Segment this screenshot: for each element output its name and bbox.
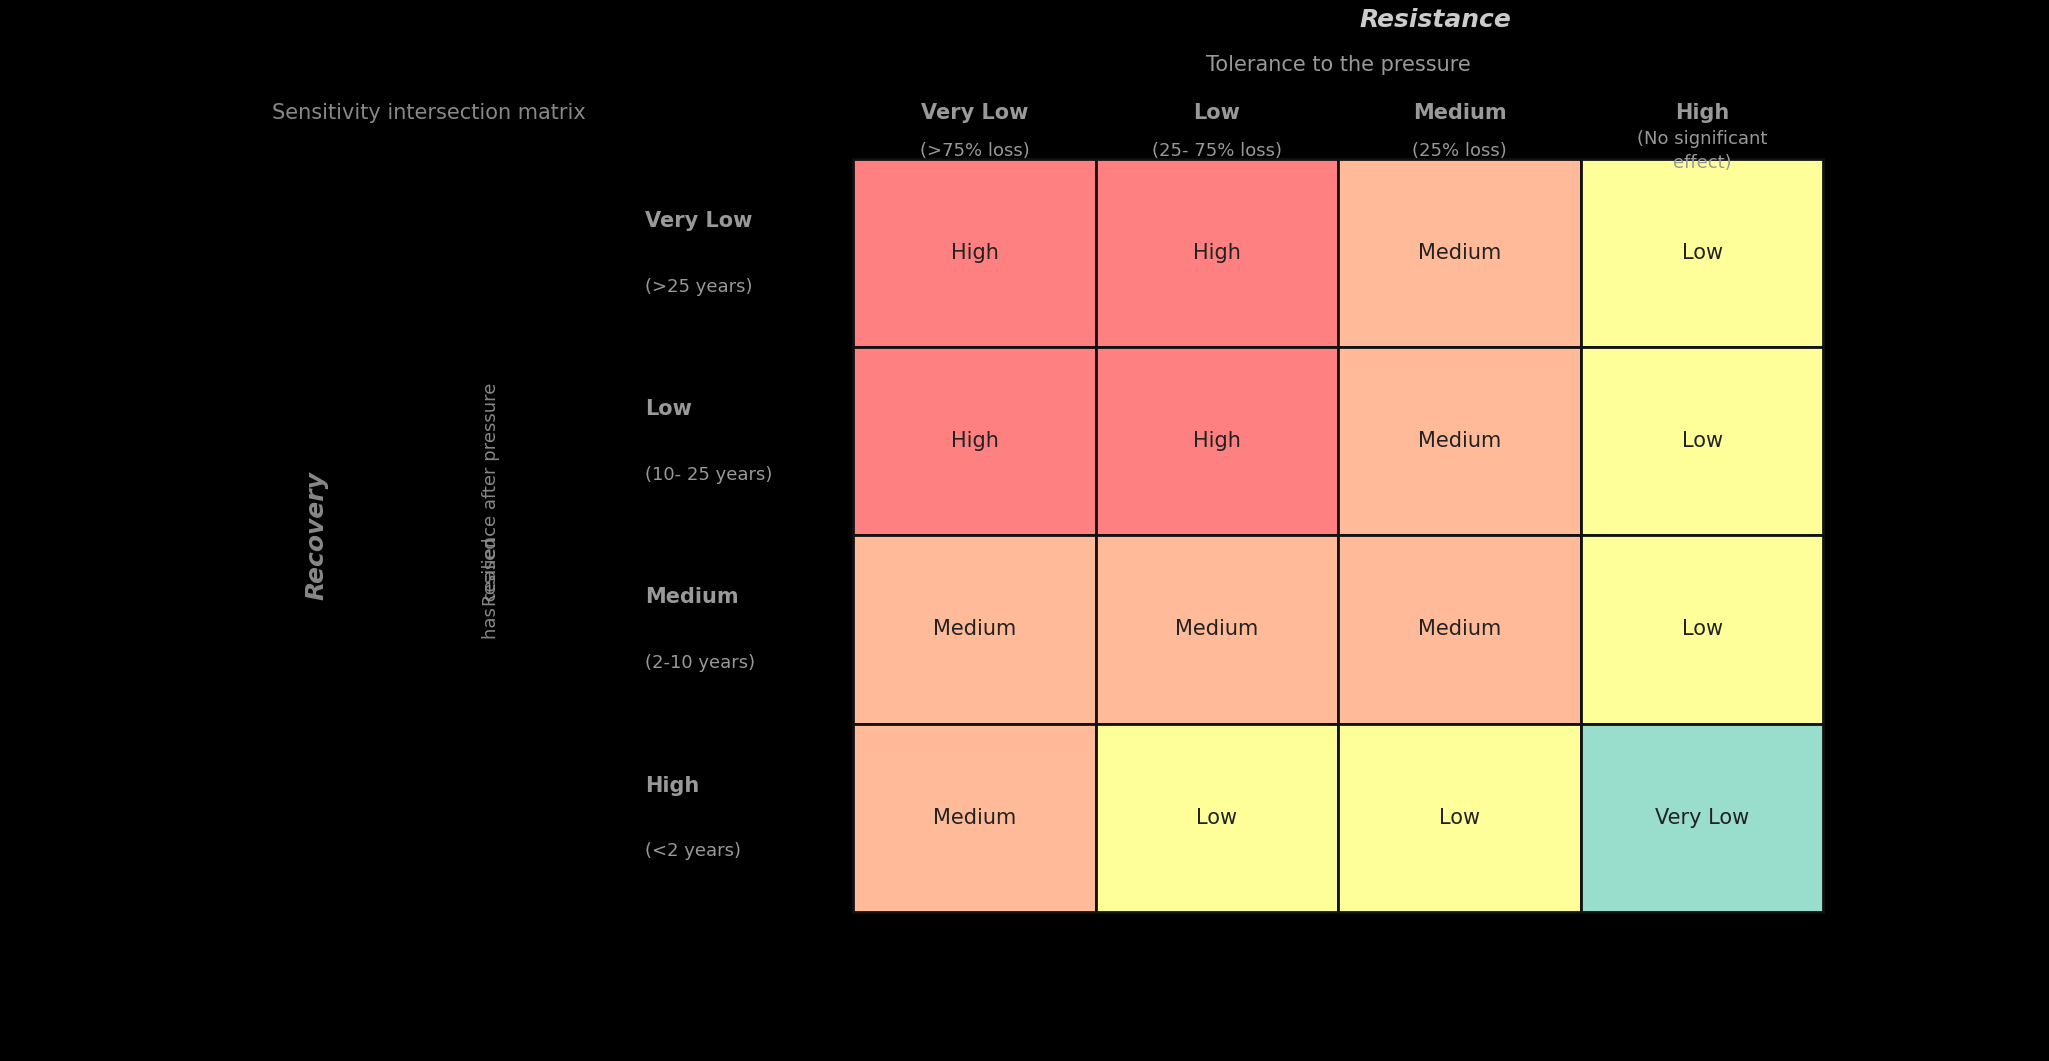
Text: Medium: Medium bbox=[932, 807, 1016, 828]
Text: High: High bbox=[1193, 432, 1242, 451]
Text: (2-10 years): (2-10 years) bbox=[645, 655, 756, 673]
Bar bbox=[1338, 536, 1582, 724]
Text: Very Low: Very Low bbox=[1656, 807, 1750, 828]
Text: (No significant
effect): (No significant effect) bbox=[1637, 131, 1768, 172]
Text: Low: Low bbox=[1682, 620, 1723, 640]
Text: (>25 years): (>25 years) bbox=[645, 278, 752, 296]
Text: Medium: Medium bbox=[645, 588, 740, 608]
Bar bbox=[1582, 724, 1824, 911]
Bar bbox=[852, 347, 1096, 536]
Bar bbox=[1582, 536, 1824, 724]
Text: Low: Low bbox=[1195, 103, 1240, 123]
Text: High: High bbox=[1674, 103, 1729, 123]
Text: Low: Low bbox=[1682, 432, 1723, 451]
Text: Medium: Medium bbox=[1418, 432, 1502, 451]
Text: Medium: Medium bbox=[932, 620, 1016, 640]
Text: Resilience after pressure: Resilience after pressure bbox=[482, 383, 500, 606]
Text: (25% loss): (25% loss) bbox=[1412, 142, 1506, 160]
Text: (25- 75% loss): (25- 75% loss) bbox=[1152, 142, 1283, 160]
Text: (>75% loss): (>75% loss) bbox=[920, 142, 1029, 160]
Bar bbox=[1096, 536, 1338, 724]
Bar bbox=[852, 159, 1096, 347]
Bar bbox=[1338, 724, 1582, 911]
Text: (10- 25 years): (10- 25 years) bbox=[645, 466, 772, 484]
Bar bbox=[1582, 347, 1824, 536]
Text: Recovery: Recovery bbox=[305, 471, 328, 599]
Text: Low: Low bbox=[1438, 807, 1479, 828]
Text: High: High bbox=[951, 243, 998, 263]
Bar bbox=[1096, 347, 1338, 536]
Bar bbox=[1096, 724, 1338, 911]
Bar bbox=[1338, 159, 1582, 347]
Bar bbox=[852, 724, 1096, 911]
Bar bbox=[852, 536, 1096, 724]
Bar bbox=[1582, 159, 1824, 347]
Text: High: High bbox=[951, 432, 998, 451]
Text: High: High bbox=[645, 776, 699, 796]
Text: Very Low: Very Low bbox=[920, 103, 1029, 123]
Text: Very Low: Very Low bbox=[645, 211, 752, 231]
Text: High: High bbox=[1193, 243, 1242, 263]
Text: Sensitivity intersection matrix: Sensitivity intersection matrix bbox=[273, 103, 586, 123]
Text: Low: Low bbox=[1197, 807, 1238, 828]
Bar bbox=[1096, 159, 1338, 347]
Text: Medium: Medium bbox=[1418, 243, 1502, 263]
Text: Medium: Medium bbox=[1414, 103, 1506, 123]
Text: Resistance: Resistance bbox=[1358, 8, 1512, 32]
Text: Medium: Medium bbox=[1418, 620, 1502, 640]
Text: has ceased: has ceased bbox=[482, 538, 500, 640]
Text: Medium: Medium bbox=[1176, 620, 1258, 640]
Bar bbox=[1338, 347, 1582, 536]
Text: Low: Low bbox=[1682, 243, 1723, 263]
Text: Low: Low bbox=[645, 399, 693, 419]
Text: (<2 years): (<2 years) bbox=[645, 842, 742, 860]
Text: Tolerance to the pressure: Tolerance to the pressure bbox=[1207, 55, 1471, 75]
